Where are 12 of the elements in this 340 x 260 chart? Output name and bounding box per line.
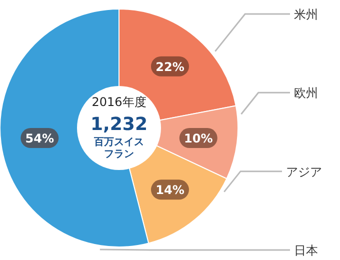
data-label: 14%: [156, 183, 184, 198]
text: 1,232: [90, 114, 148, 135]
slice-label: 日本: [294, 244, 318, 258]
slice-label: 米州: [294, 8, 318, 22]
text: フラン: [104, 149, 134, 160]
data-label: 54%: [25, 132, 54, 146]
text: 百万スイス: [93, 137, 144, 148]
slice-label: 欧州: [294, 86, 318, 100]
text: 2016年度: [92, 95, 146, 109]
slice-label: アジア: [286, 164, 322, 179]
data-label: 22%: [156, 60, 184, 74]
data-label: 10%: [184, 132, 213, 146]
